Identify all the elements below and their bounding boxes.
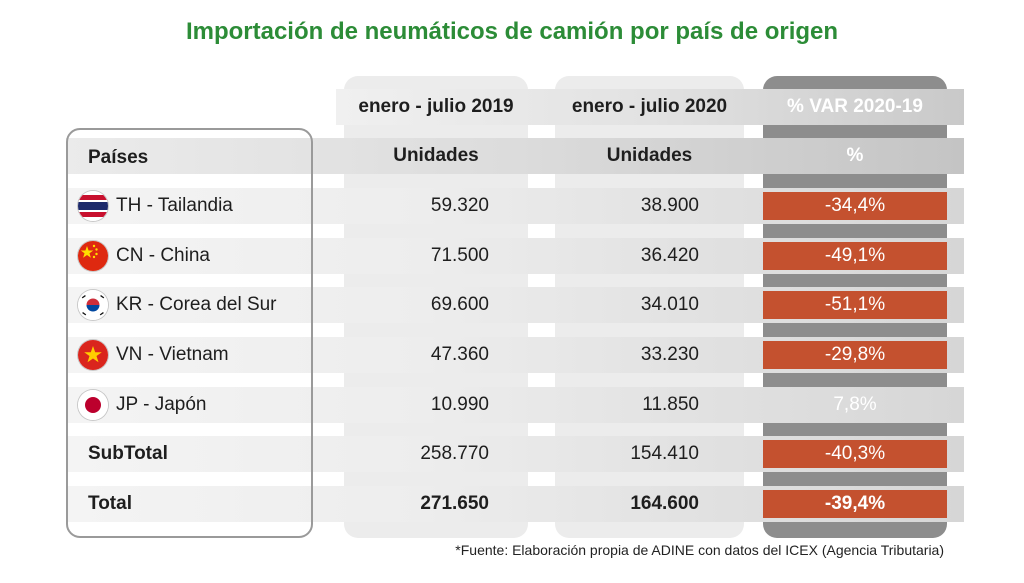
header-var-unit: % — [846, 145, 864, 166]
subtotal-2019: 258.770 — [420, 443, 489, 464]
header-countries: Países — [88, 147, 149, 168]
total-2019: 271.650 — [420, 493, 489, 514]
header-var-title: % VAR 2020-19 — [787, 96, 923, 117]
japan-flag-icon — [78, 390, 108, 420]
chart-title: Importación de neumáticos de camión por … — [185, 18, 839, 45]
country-label: KR - Corea del Sur — [116, 294, 277, 315]
subtotal-label: SubTotal — [88, 443, 168, 464]
country-label: VN - Vietnam — [116, 344, 229, 365]
value-2019: 47.360 — [430, 344, 489, 365]
value-2019: 59.320 — [430, 195, 489, 216]
thailand-flag-icon — [78, 191, 108, 221]
countries-column-frame — [66, 128, 313, 538]
source-note: *Fuente: Elaboración propia de ADINE con… — [455, 542, 944, 558]
country-label: TH - Tailandia — [116, 195, 233, 216]
header-units-2020: Unidades — [606, 145, 693, 166]
column-header-stripe — [66, 138, 964, 174]
country-label: JP - Japón — [116, 394, 207, 415]
variation-value: 7,8% — [833, 394, 877, 415]
subtotal-variation: -40,3% — [763, 440, 947, 468]
value-2019: 69.600 — [430, 294, 489, 315]
value-2019: 71.500 — [430, 245, 489, 266]
variation-value: -29,8% — [763, 341, 947, 369]
country-label: CN - China — [116, 245, 210, 266]
table-row — [66, 387, 964, 423]
value-2020: 33.230 — [640, 344, 699, 365]
value-2019: 10.990 — [430, 394, 489, 415]
value-2020: 34.010 — [640, 294, 699, 315]
south-korea-flag-icon — [78, 290, 108, 320]
variation-value: -51,1% — [763, 291, 947, 319]
total-2020: 164.600 — [630, 493, 699, 514]
variation-value: -49,1% — [763, 242, 947, 270]
total-label: Total — [88, 493, 132, 514]
subtotal-2020: 154.410 — [630, 443, 699, 464]
header-units-2019: Unidades — [393, 145, 479, 166]
total-variation: -39,4% — [763, 490, 947, 518]
variation-value: -34,4% — [763, 192, 947, 220]
header-period-2019: enero - julio 2019 — [358, 96, 514, 117]
china-flag-icon — [78, 241, 108, 271]
header-period-2020: enero - julio 2020 — [571, 96, 728, 117]
value-2020: 36.420 — [640, 245, 699, 266]
value-2020: 11.850 — [642, 394, 699, 415]
period-header-stripe — [336, 89, 964, 125]
value-2020: 38.900 — [640, 195, 699, 216]
vietnam-flag-icon — [78, 340, 108, 370]
